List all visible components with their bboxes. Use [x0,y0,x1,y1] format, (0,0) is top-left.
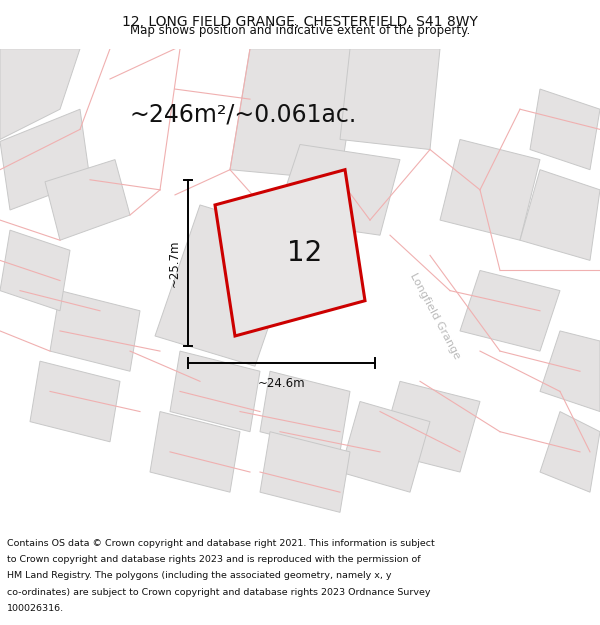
Polygon shape [340,49,440,149]
Text: ~25.7m: ~25.7m [168,239,181,287]
Text: Contains OS data © Crown copyright and database right 2021. This information is : Contains OS data © Crown copyright and d… [7,539,435,548]
Text: 12, LONG FIELD GRANGE, CHESTERFIELD, S41 8WY: 12, LONG FIELD GRANGE, CHESTERFIELD, S41… [122,14,478,29]
Polygon shape [540,411,600,492]
Text: Longfield Grange: Longfield Grange [408,271,462,361]
Polygon shape [0,109,90,210]
Polygon shape [45,159,130,240]
Polygon shape [530,89,600,169]
Text: HM Land Registry. The polygons (including the associated geometry, namely x, y: HM Land Registry. The polygons (includin… [7,571,392,581]
Text: 100026316.: 100026316. [7,604,64,612]
Polygon shape [215,169,365,336]
Text: ~24.6m: ~24.6m [257,378,305,390]
Text: Map shows position and indicative extent of the property.: Map shows position and indicative extent… [130,24,470,36]
Text: 12: 12 [287,239,323,267]
Polygon shape [0,49,80,139]
Polygon shape [230,49,360,180]
Text: co-ordinates) are subject to Crown copyright and database rights 2023 Ordnance S: co-ordinates) are subject to Crown copyr… [7,588,431,596]
Polygon shape [275,144,400,235]
Polygon shape [30,361,120,442]
Polygon shape [50,291,140,371]
Polygon shape [520,169,600,261]
Polygon shape [340,401,430,492]
Polygon shape [460,271,560,351]
Polygon shape [260,371,350,452]
Text: ~246m²/~0.061ac.: ~246m²/~0.061ac. [130,102,357,126]
Text: to Crown copyright and database rights 2023 and is reproduced with the permissio: to Crown copyright and database rights 2… [7,555,421,564]
Polygon shape [150,411,240,492]
Polygon shape [260,432,350,512]
Polygon shape [440,139,540,240]
Polygon shape [540,331,600,411]
Polygon shape [0,230,70,311]
Polygon shape [170,351,260,432]
Polygon shape [155,205,300,366]
Polygon shape [380,381,480,472]
